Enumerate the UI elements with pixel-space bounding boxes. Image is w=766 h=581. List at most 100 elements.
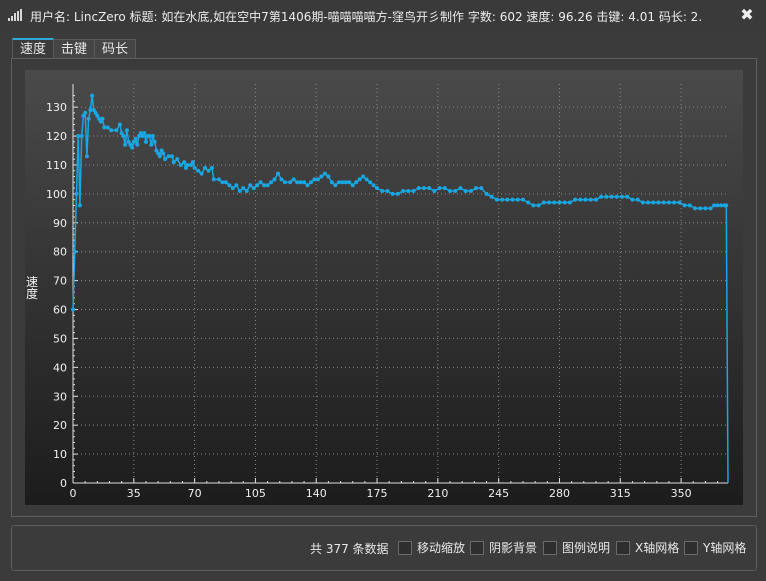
y-grid-checkbox[interactable] bbox=[684, 540, 698, 555]
speed-data-point bbox=[137, 134, 142, 139]
tab-keystroke[interactable]: 击键 bbox=[53, 39, 95, 59]
speed-data-point bbox=[724, 203, 729, 208]
option-shadow-bg[interactable]: 阴影背景 bbox=[470, 539, 537, 555]
speed-data-point bbox=[526, 200, 531, 205]
speed-data-point bbox=[395, 191, 400, 196]
x-tick-label: 0 bbox=[70, 487, 77, 500]
speed-data-point bbox=[520, 197, 525, 202]
speed-data-point bbox=[350, 183, 355, 188]
speed-data-point bbox=[91, 108, 96, 113]
speed-data-point bbox=[557, 200, 562, 205]
speed-data-point bbox=[159, 148, 164, 153]
speed-data-point bbox=[547, 200, 552, 205]
y-axis-label: 速度 bbox=[26, 275, 39, 301]
speed-data-point bbox=[312, 177, 317, 182]
speed-data-point bbox=[97, 116, 102, 121]
speed-data-point bbox=[282, 180, 287, 185]
speed-data-point bbox=[149, 142, 154, 147]
speed-data-point bbox=[143, 139, 148, 144]
speed-data-point bbox=[614, 194, 619, 199]
speed-data-point bbox=[463, 188, 468, 193]
speed-data-point bbox=[131, 139, 136, 144]
speed-data-point bbox=[150, 134, 155, 139]
speed-data-point bbox=[272, 177, 277, 182]
speed-data-point bbox=[432, 188, 437, 193]
speed-data-point bbox=[562, 200, 567, 205]
speed-data-point bbox=[72, 249, 77, 254]
speed-data-point bbox=[343, 180, 348, 185]
speed-data-point bbox=[90, 93, 95, 98]
option-move-zoom[interactable]: 移动缩放 bbox=[398, 539, 465, 555]
speed-data-point bbox=[640, 200, 645, 205]
speed-data-point bbox=[157, 154, 162, 159]
speed-data-point bbox=[230, 186, 235, 191]
speed-data-point bbox=[295, 180, 300, 185]
speed-data-point bbox=[189, 162, 194, 167]
speed-data-point bbox=[474, 186, 479, 191]
speed-data-point bbox=[620, 194, 625, 199]
legend-checkbox[interactable] bbox=[543, 540, 557, 555]
speed-data-point bbox=[248, 183, 253, 188]
speed-data-point bbox=[206, 168, 211, 173]
y-tick-label: 90 bbox=[53, 217, 67, 230]
speed-data-point bbox=[682, 203, 687, 208]
speed-data-point bbox=[510, 197, 515, 202]
signal-icon bbox=[8, 9, 24, 21]
speed-data-point bbox=[220, 180, 225, 185]
speed-data-point bbox=[98, 119, 103, 124]
option-y-grid[interactable]: Y轴网格 bbox=[684, 539, 746, 555]
y-tick-label: 80 bbox=[53, 246, 67, 259]
speed-data-point bbox=[368, 180, 373, 185]
speed-data-point bbox=[161, 151, 166, 156]
speed-data-point bbox=[604, 194, 609, 199]
speed-data-point bbox=[302, 180, 307, 185]
speed-data-point bbox=[86, 116, 91, 121]
speed-data-point bbox=[84, 154, 89, 159]
speed-data-point bbox=[666, 200, 671, 205]
speed-data-point bbox=[458, 186, 463, 191]
speed-data-point bbox=[588, 197, 593, 202]
speed-data-point bbox=[583, 197, 588, 202]
speed-data-point bbox=[140, 134, 145, 139]
speed-data-point bbox=[182, 160, 187, 165]
tab-code-length[interactable]: 码长 bbox=[94, 39, 136, 59]
options-bar: 共 377 条数据 移动缩放 阴影背景 图例说明 X轴网格 Y轴网格 bbox=[11, 525, 757, 571]
move-zoom-checkbox[interactable] bbox=[398, 540, 412, 555]
y-tick-label: 0 bbox=[60, 477, 67, 490]
x-tick-label: 210 bbox=[427, 487, 448, 500]
speed-data-point bbox=[322, 171, 327, 176]
speed-data-point bbox=[609, 194, 614, 199]
speed-data-point bbox=[276, 171, 281, 176]
speed-data-point bbox=[357, 177, 362, 182]
x-grid-checkbox[interactable] bbox=[616, 540, 630, 555]
speed-data-point bbox=[133, 136, 138, 141]
speed-data-point bbox=[578, 197, 583, 202]
speed-data-point bbox=[183, 165, 188, 170]
y-tick-label: 20 bbox=[53, 419, 67, 432]
option-x-grid[interactable]: X轴网格 bbox=[616, 539, 679, 555]
y-tick-label: 30 bbox=[53, 390, 67, 403]
speed-data-point bbox=[105, 125, 110, 130]
speed-data-point bbox=[265, 183, 270, 188]
speed-data-point bbox=[677, 200, 682, 205]
speed-data-point bbox=[123, 142, 128, 147]
speed-data-point bbox=[494, 197, 499, 202]
speed-data-point bbox=[500, 197, 505, 202]
x-tick-label: 245 bbox=[488, 487, 509, 500]
shadow-bg-checkbox[interactable] bbox=[470, 540, 484, 555]
speed-data-point bbox=[128, 142, 133, 147]
speed-data-point bbox=[315, 177, 320, 182]
speed-data-point bbox=[326, 174, 331, 179]
speed-data-point bbox=[354, 180, 359, 185]
speed-data-point bbox=[199, 171, 204, 176]
speed-data-point bbox=[77, 203, 82, 208]
speed-data-point bbox=[489, 194, 494, 199]
speed-data-point bbox=[79, 134, 84, 139]
speed-data-point bbox=[406, 188, 411, 193]
y-tick-label: 40 bbox=[53, 361, 67, 374]
close-icon[interactable]: ✖ bbox=[740, 5, 754, 24]
speed-data-point bbox=[715, 203, 720, 208]
option-legend[interactable]: 图例说明 bbox=[543, 539, 610, 555]
speed-data-point bbox=[656, 200, 661, 205]
speed-data-point bbox=[241, 186, 246, 191]
